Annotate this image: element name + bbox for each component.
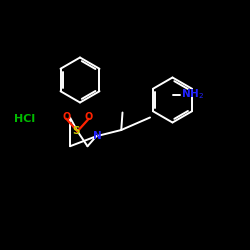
Text: HCl: HCl: [14, 114, 35, 124]
Text: N: N: [93, 131, 102, 141]
Text: O: O: [84, 112, 93, 122]
Text: NH$_2$: NH$_2$: [181, 88, 204, 102]
Text: S: S: [72, 126, 80, 136]
Text: O: O: [62, 112, 70, 122]
